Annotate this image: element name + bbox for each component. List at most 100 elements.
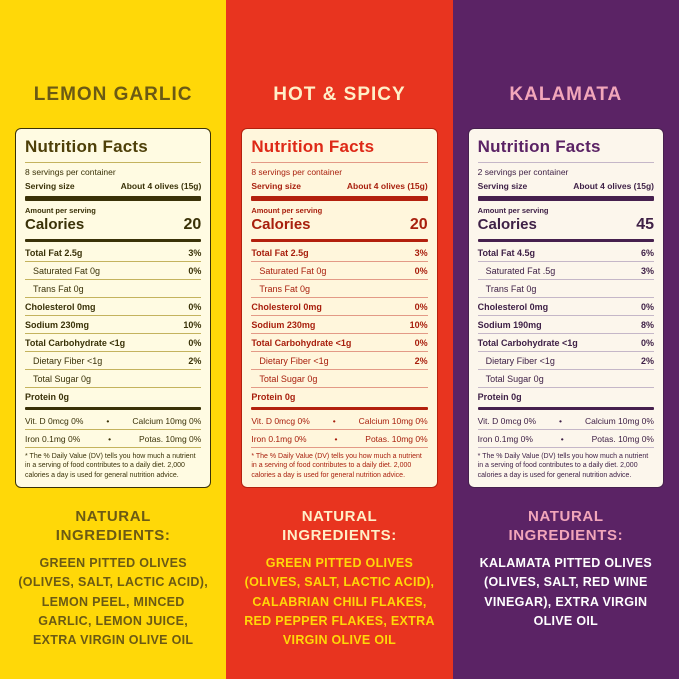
nutrient-row-total-carbohydrate: Total Carbohydrate <1g 0% (477, 333, 654, 351)
micronutrient-row: Iron 0.1mg 0% • Potas. 10mg 0% (251, 429, 428, 447)
nutrient-row-total-sugar: Total Sugar 0g (25, 369, 202, 387)
serving-size-label: Serving size (477, 181, 528, 191)
nutrient-row-dietary-fiber: Dietary Fiber <1g 2% (477, 351, 654, 369)
nutrient-label: Trans Fat 0g (485, 283, 537, 294)
nutrient-row-total-fat: Total Fat 4.5g 6% (478, 244, 654, 261)
nutrient-label: Saturated Fat 0g (33, 265, 101, 276)
nutrient-label: Cholesterol 0mg (251, 301, 322, 312)
nutrition-facts-card: Nutrition Facts 8 servings per container… (15, 128, 212, 489)
nutrient-row-total-carbohydrate: Total Carbohydrate <1g 0% (251, 333, 428, 351)
nutrient-label: Dietary Fiber <1g (259, 355, 329, 366)
nutrient-dv: 0% (414, 337, 428, 348)
calories-row: Calories 20 (25, 215, 201, 237)
calories-label: Calories (251, 216, 311, 233)
micro-right: Potas. 10mg 0% (138, 433, 202, 444)
calories-label: Calories (25, 216, 85, 233)
nutrient-label: Total Carbohydrate <1g (477, 337, 578, 348)
nutrient-row-protein: Protein 0g (251, 387, 428, 405)
flavor-title: LEMON GARLIC (33, 84, 193, 105)
amount-per-serving-label: Amount per serving (477, 206, 549, 215)
nutrient-row-cholesterol: Cholesterol 0mg 0% (251, 297, 428, 315)
flavor-title: KALAMATA (509, 84, 623, 105)
nutrient-label: Trans Fat 0g (33, 283, 84, 294)
daily-value-footnote: * The % Daily Value (DV) tells you how m… (25, 447, 202, 480)
nutrient-row-saturated-fat: Saturated Fat .5g 3% (477, 261, 654, 279)
calories-label: Calories (477, 216, 537, 233)
micro-left: Vit. D 0mcg 0% (477, 415, 537, 426)
nutrient-row-sodium: Sodium 190mg 8% (477, 315, 654, 333)
nutrient-dv: 2% (414, 355, 428, 366)
divider-thick (477, 196, 654, 201)
servings-per-container: 2 servings per container (477, 167, 569, 177)
divider-medium (25, 407, 202, 410)
divider-medium (251, 239, 428, 242)
servings-per-container: 8 servings per container (251, 167, 343, 177)
nutrient-row-total-carbohydrate: Total Carbohydrate <1g 0% (25, 333, 202, 351)
bullet-separator: • (108, 433, 112, 444)
micro-left: Iron 0.1mg 0% (25, 433, 81, 444)
ingredients-section: NATURAL INGREDIENTS: KALAMATA PITTED OLI… (468, 508, 664, 631)
micronutrient-row: Vit. D 0mcg 0% • Calcium 10mg 0% (478, 412, 654, 429)
nutrient-row-total-sugar: Total Sugar 0g (477, 369, 654, 387)
nutrient-rows: Total Fat 4.5g 6% Saturated Fat .5g 3% Tra… (477, 244, 654, 405)
serving-size-value: About 4 olives (15g) (573, 181, 654, 191)
amount-per-serving-label: Amount per serving (25, 206, 96, 215)
nutrient-label: Sodium 230mg (25, 319, 90, 330)
micronutrient-row: Iron 0.1mg 0% • Potas. 10mg 0% (25, 429, 202, 447)
ingredients-text: GREEN PITTED OLIVES (OLIVES, SALT, LACTI… (244, 555, 435, 648)
serving-size-value: About 4 olives (15g) (120, 181, 202, 191)
nutrient-row-trans-fat: Trans Fat 0g (477, 279, 654, 297)
panel-lemon-garlic: LEMON GARLIC Nutrition Facts 8 servings … (0, 0, 227, 679)
micro-left: Vit. D 0mcg 0% (25, 415, 84, 426)
nutrient-label: Sodium 230mg (251, 319, 316, 330)
calories-row: Calories 20 (251, 215, 427, 237)
calories-row: Calories 45 (478, 215, 654, 237)
ingredients-heading: NATURAL INGREDIENTS: (508, 508, 624, 545)
nutrient-dv: 0% (188, 337, 202, 348)
nutrient-label: Protein 0g (25, 391, 70, 402)
calories-value: 20 (409, 216, 428, 233)
nutrient-row-protein: Protein 0g (25, 387, 202, 405)
micro-right: Potas. 10mg 0% (365, 433, 428, 444)
nutrient-rows: Total Fat 2.5g 3% Saturated Fat 0g 0% Tran… (25, 244, 202, 405)
nutrition-facts-card: Nutrition Facts 2 servings per container… (467, 128, 664, 489)
ingredients-text: KALAMATA PITTED OLIVES (OLIVES, SALT, RE… (479, 555, 652, 628)
amount-per-serving-label: Amount per serving (251, 206, 323, 215)
nutrient-dv: 0% (188, 265, 202, 276)
nutrient-label: Total Fat 4.5g (477, 247, 535, 258)
nutrient-row-trans-fat: Trans Fat 0g (251, 279, 428, 297)
nutrient-row-sodium: Sodium 230mg 10% (251, 315, 428, 333)
nutrient-label: Cholesterol 0mg (25, 301, 96, 312)
serving-size-label: Serving size (25, 181, 75, 191)
nutrient-label: Saturated Fat .5g (485, 265, 556, 276)
nutrient-row-cholesterol: Cholesterol 0mg 0% (25, 297, 202, 315)
nutrient-dv: 2% (188, 355, 202, 366)
serving-size-row: Serving size About 4 olives (15g) (25, 179, 201, 195)
daily-value-footnote: * The % Daily Value (DV) tells you how m… (251, 447, 428, 480)
nutrition-facts-card: Nutrition Facts 8 servings per container… (241, 128, 438, 489)
ingredients-text: GREEN PITTED OLIVES (OLIVES, SALT, LACTI… (18, 555, 208, 648)
nutrient-row-sodium: Sodium 230mg 10% (25, 315, 202, 333)
nutrient-row-dietary-fiber: Dietary Fiber <1g 2% (25, 351, 202, 369)
nutrition-facts-title: Nutrition Facts (477, 137, 654, 163)
nutrition-facts-title: Nutrition Facts (251, 137, 428, 163)
divider-medium (477, 407, 654, 410)
micro-right: Calcium 10mg 0% (585, 415, 654, 426)
bullet-separator: • (559, 415, 563, 426)
nutrient-row-total-fat: Total Fat 2.5g 3% (25, 244, 201, 261)
serving-size-row: Serving size About 4 olives (15g) (251, 179, 427, 195)
micro-left: Iron 0.1mg 0% (251, 433, 307, 444)
nutrient-label: Sodium 190mg (477, 319, 542, 330)
micro-right: Calcium 10mg 0% (132, 415, 202, 426)
nutrient-dv: 6% (640, 247, 654, 258)
panel-hot-and-spicy: HOT & SPICY Nutrition Facts 8 servings p… (226, 0, 453, 679)
nutrient-label: Protein 0g (251, 391, 296, 402)
nutrient-row-total-fat: Total Fat 2.5g 3% (251, 244, 427, 261)
nutrition-facts-title: Nutrition Facts (25, 137, 202, 163)
nutrient-label: Trans Fat 0g (259, 283, 311, 294)
ingredients-section: NATURAL INGREDIENTS: GREEN PITTED OLIVES… (15, 508, 211, 650)
serving-size-value: About 4 olives (15g) (346, 181, 428, 191)
nutrient-label: Saturated Fat 0g (259, 265, 327, 276)
nutrient-label: Total Carbohydrate <1g (251, 337, 352, 348)
nutrient-dv: 10% (409, 319, 428, 330)
